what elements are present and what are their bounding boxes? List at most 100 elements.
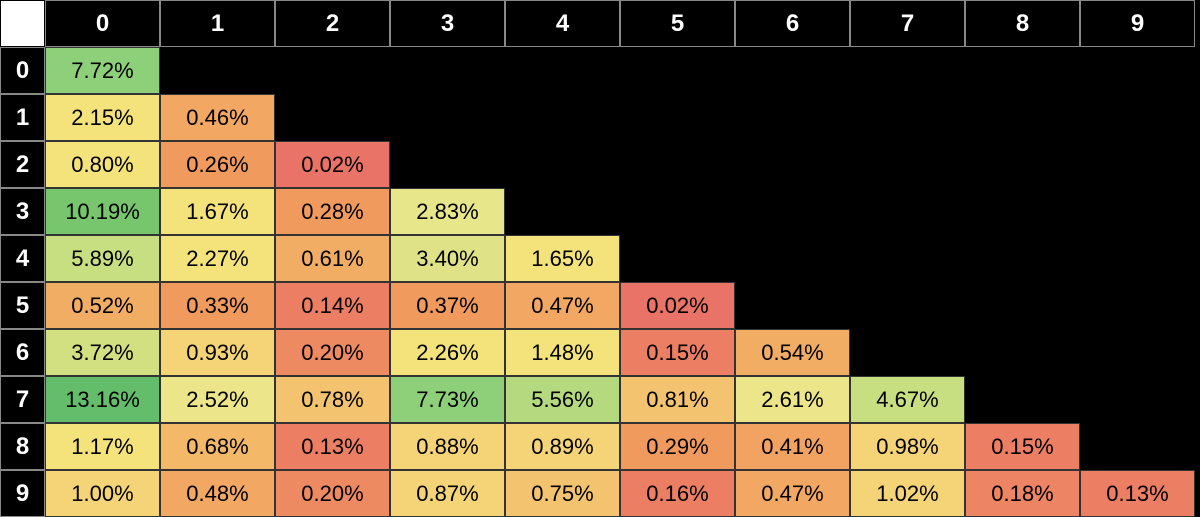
empty-cell (620, 94, 735, 141)
empty-cell (735, 188, 850, 235)
cell-7-5: 0.81% (620, 376, 735, 423)
cell-8-6: 0.41% (735, 423, 850, 470)
empty-cell (390, 47, 505, 94)
cell-6-5: 0.15% (620, 329, 735, 376)
cell-5-1: 0.33% (160, 282, 275, 329)
cell-6-2: 0.20% (275, 329, 390, 376)
empty-cell (850, 282, 965, 329)
empty-cell (735, 47, 850, 94)
empty-cell (850, 94, 965, 141)
cell-8-2: 0.13% (275, 423, 390, 470)
empty-cell (850, 141, 965, 188)
cell-4-4: 1.65% (505, 235, 620, 282)
empty-cell (1080, 235, 1195, 282)
cell-7-3: 7.73% (390, 376, 505, 423)
cell-3-2: 0.28% (275, 188, 390, 235)
cell-8-1: 0.68% (160, 423, 275, 470)
cell-8-5: 0.29% (620, 423, 735, 470)
cell-5-3: 0.37% (390, 282, 505, 329)
cell-3-1: 1.67% (160, 188, 275, 235)
col-header-7: 7 (850, 0, 965, 47)
empty-cell (390, 94, 505, 141)
cell-9-9: 0.13% (1080, 470, 1195, 517)
row-header-6: 6 (0, 329, 45, 376)
row-header-5: 5 (0, 282, 45, 329)
cell-8-4: 0.89% (505, 423, 620, 470)
cell-5-5: 0.02% (620, 282, 735, 329)
empty-cell (620, 47, 735, 94)
cell-8-0: 1.17% (45, 423, 160, 470)
empty-cell (1080, 94, 1195, 141)
cell-9-2: 0.20% (275, 470, 390, 517)
row-header-3: 3 (0, 188, 45, 235)
col-header-3: 3 (390, 0, 505, 47)
empty-cell (965, 188, 1080, 235)
cell-6-1: 0.93% (160, 329, 275, 376)
cell-6-6: 0.54% (735, 329, 850, 376)
row-header-8: 8 (0, 423, 45, 470)
empty-cell (965, 141, 1080, 188)
empty-cell (160, 47, 275, 94)
cell-0-0: 7.72% (45, 47, 160, 94)
cell-6-0: 3.72% (45, 329, 160, 376)
row-header-1: 1 (0, 94, 45, 141)
empty-cell (850, 47, 965, 94)
empty-cell (1080, 329, 1195, 376)
empty-cell (965, 47, 1080, 94)
empty-cell (1080, 423, 1195, 470)
cell-7-7: 4.67% (850, 376, 965, 423)
row-header-9: 9 (0, 470, 45, 517)
empty-cell (275, 47, 390, 94)
empty-cell (275, 94, 390, 141)
empty-cell (1080, 376, 1195, 423)
cell-5-4: 0.47% (505, 282, 620, 329)
cell-4-0: 5.89% (45, 235, 160, 282)
empty-cell (850, 188, 965, 235)
cell-9-4: 0.75% (505, 470, 620, 517)
empty-cell (505, 141, 620, 188)
empty-cell (850, 235, 965, 282)
row-header-4: 4 (0, 235, 45, 282)
cell-6-3: 2.26% (390, 329, 505, 376)
empty-cell (735, 235, 850, 282)
row-header-7: 7 (0, 376, 45, 423)
cell-8-8: 0.15% (965, 423, 1080, 470)
cell-5-0: 0.52% (45, 282, 160, 329)
empty-cell (965, 235, 1080, 282)
col-header-2: 2 (275, 0, 390, 47)
cell-7-2: 0.78% (275, 376, 390, 423)
row-header-0: 0 (0, 47, 45, 94)
empty-cell (620, 141, 735, 188)
cell-8-7: 0.98% (850, 423, 965, 470)
empty-cell (1080, 188, 1195, 235)
cell-4-1: 2.27% (160, 235, 275, 282)
empty-cell (1080, 47, 1195, 94)
cell-1-0: 2.15% (45, 94, 160, 141)
empty-cell (505, 94, 620, 141)
cell-6-4: 1.48% (505, 329, 620, 376)
cell-9-6: 0.47% (735, 470, 850, 517)
cell-5-2: 0.14% (275, 282, 390, 329)
cell-2-2: 0.02% (275, 141, 390, 188)
empty-cell (620, 235, 735, 282)
empty-cell (965, 329, 1080, 376)
cell-4-2: 0.61% (275, 235, 390, 282)
cell-3-0: 10.19% (45, 188, 160, 235)
cell-9-7: 1.02% (850, 470, 965, 517)
col-header-1: 1 (160, 0, 275, 47)
col-header-8: 8 (965, 0, 1080, 47)
cell-8-3: 0.88% (390, 423, 505, 470)
empty-cell (1080, 141, 1195, 188)
empty-cell (965, 282, 1080, 329)
cell-1-1: 0.46% (160, 94, 275, 141)
empty-cell (620, 188, 735, 235)
empty-cell (965, 376, 1080, 423)
cell-7-1: 2.52% (160, 376, 275, 423)
col-header-6: 6 (735, 0, 850, 47)
col-header-0: 0 (45, 0, 160, 47)
empty-cell (735, 94, 850, 141)
row-header-2: 2 (0, 141, 45, 188)
col-header-4: 4 (505, 0, 620, 47)
empty-cell (735, 141, 850, 188)
cell-7-0: 13.16% (45, 376, 160, 423)
